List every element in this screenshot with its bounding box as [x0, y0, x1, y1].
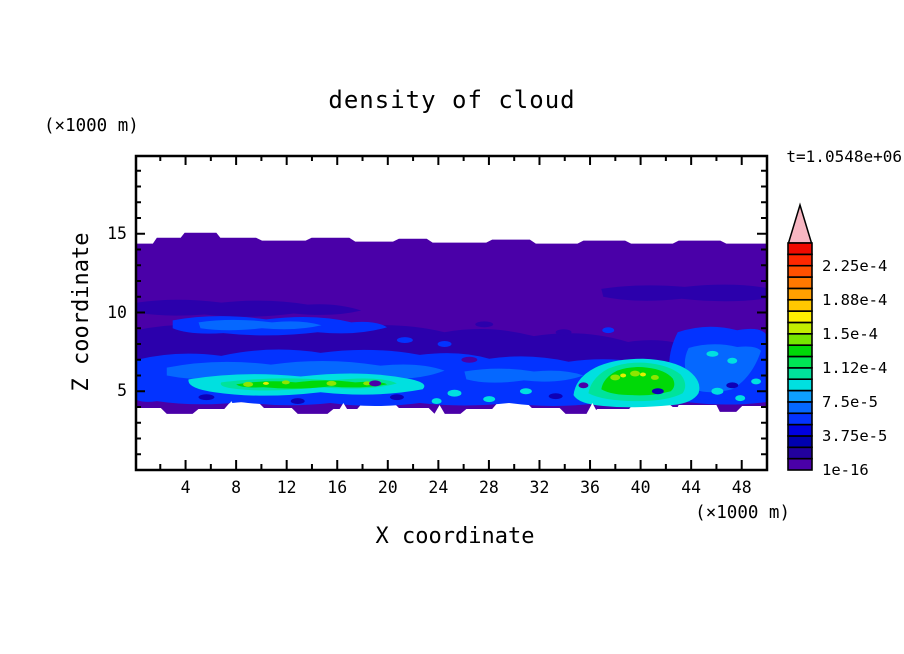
- colorbar: [787, 202, 813, 471]
- density-speckles-dark: [198, 382, 739, 405]
- z-tick-label: 15: [107, 223, 127, 243]
- colorbar-level-label: 1e-16: [822, 461, 869, 479]
- colorbar-level-label: 1.5e-4: [822, 324, 878, 343]
- colorbar-level-label: 3.75e-5: [822, 426, 888, 445]
- colorbar-segment: [787, 435, 813, 449]
- time-annotation: t=1.0548e+06: [786, 147, 902, 166]
- colorbar-level-label: 1.12e-4: [822, 358, 888, 377]
- z-axis-unit: (×1000 m): [44, 116, 139, 136]
- colorbar-segment: [787, 298, 813, 312]
- x-tick-label: 28: [478, 478, 499, 497]
- x-tick-label: 8: [231, 478, 242, 497]
- cloud-base-notches: [222, 401, 723, 417]
- density-region-yellowgreen: [243, 370, 659, 387]
- colorbar-segment: [787, 321, 813, 335]
- colorbar-segment: [787, 287, 813, 301]
- page-title: density of cloud: [328, 86, 576, 114]
- density-speckles-purple: [369, 356, 589, 389]
- colorbar-level-label: 7.5e-5: [822, 392, 878, 411]
- x-tick-label: 32: [529, 478, 550, 497]
- colorbar-segment: [787, 446, 813, 460]
- x-tick-label: 24: [428, 478, 449, 497]
- x-tick-label: 20: [377, 478, 398, 497]
- colorbar-overflow-arrow: [787, 202, 813, 244]
- x-tick-label: 40: [630, 478, 651, 497]
- colorbar-segment: [787, 276, 813, 290]
- colorbar-segment: [787, 423, 813, 437]
- colorbar-segment: [787, 264, 813, 278]
- colorbar-segment: [787, 389, 813, 403]
- x-tick-label: 44: [681, 478, 702, 497]
- colorbar-segment: [787, 378, 813, 392]
- x-tick-label: 4: [180, 478, 191, 497]
- colorbar-segment: [787, 367, 813, 381]
- plot-border: [134, 154, 769, 472]
- colorbar-segments: [787, 242, 813, 471]
- x-tick-label: 36: [580, 478, 600, 497]
- colorbar-segment: [787, 253, 813, 267]
- colorbar-segment: [787, 242, 813, 256]
- colorbar-level-label: 1.88e-4: [822, 290, 888, 309]
- colorbar-segment: [787, 401, 813, 415]
- density-region-yellow: [262, 372, 646, 385]
- z-tick-label: 10: [107, 302, 127, 322]
- density-region-green: [236, 367, 675, 396]
- x-axis-title: X coordinate: [375, 524, 535, 549]
- x-tick-label: 16: [327, 478, 348, 497]
- x-axis-unit: (×1000 m): [695, 503, 790, 523]
- axis-ticks: [136, 156, 766, 469]
- x-tick-label: 12: [276, 478, 297, 497]
- colorbar-segment: [787, 344, 813, 358]
- colorbar-segment: [787, 333, 813, 346]
- cloud-density-field: [137, 232, 766, 417]
- colorbar-segment: [787, 310, 813, 324]
- x-tick-label: 48: [731, 478, 752, 497]
- colorbar-segment: [787, 457, 813, 471]
- colorbar-segment: [787, 355, 813, 369]
- colorbar-level-label: 2.25e-4: [822, 256, 888, 275]
- colorbar-segment: [787, 412, 813, 426]
- z-tick-label: 5: [117, 381, 127, 401]
